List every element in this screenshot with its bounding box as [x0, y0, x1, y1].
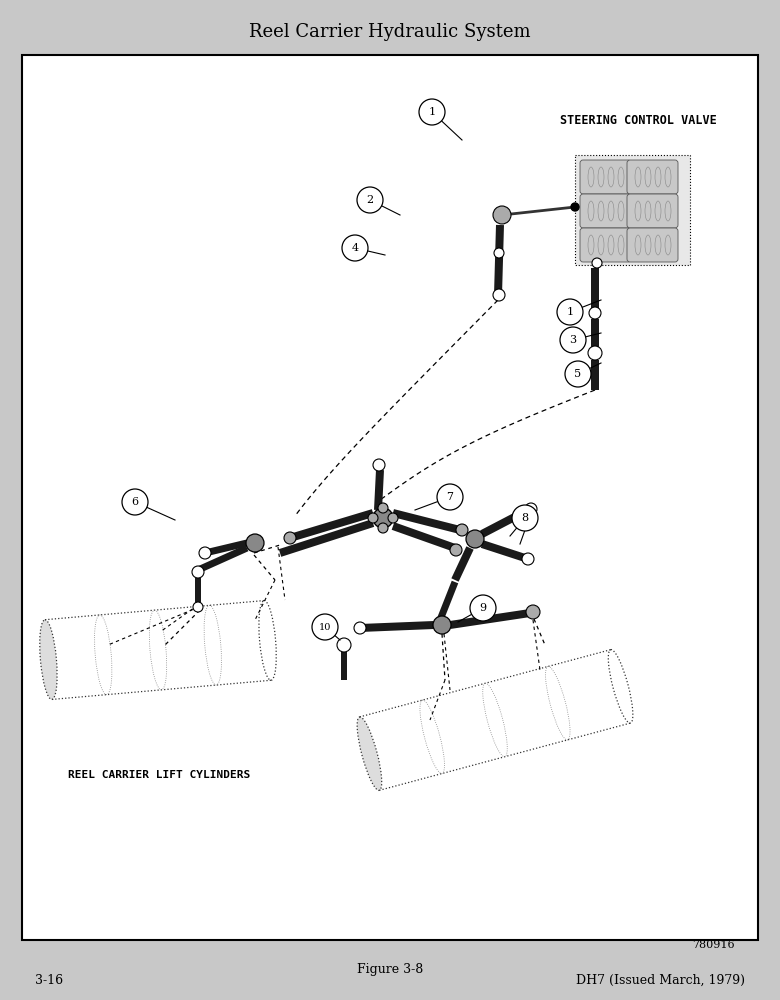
- Circle shape: [312, 614, 338, 640]
- Text: 6: 6: [132, 497, 139, 507]
- Text: 10: 10: [319, 622, 332, 632]
- FancyBboxPatch shape: [627, 160, 678, 194]
- Polygon shape: [480, 506, 530, 538]
- Circle shape: [192, 566, 204, 578]
- Circle shape: [337, 638, 351, 652]
- Text: 9: 9: [480, 603, 487, 613]
- Text: 5: 5: [574, 369, 582, 379]
- Circle shape: [437, 484, 463, 510]
- Polygon shape: [449, 609, 530, 629]
- Circle shape: [557, 299, 583, 325]
- Text: 7: 7: [446, 492, 453, 502]
- Circle shape: [433, 616, 451, 634]
- Circle shape: [193, 602, 203, 612]
- Polygon shape: [289, 509, 374, 542]
- Text: 2: 2: [367, 195, 374, 205]
- FancyBboxPatch shape: [580, 194, 631, 228]
- Polygon shape: [591, 319, 599, 350]
- Polygon shape: [591, 268, 599, 310]
- Circle shape: [199, 547, 211, 559]
- Circle shape: [450, 544, 462, 556]
- Circle shape: [588, 346, 602, 360]
- Circle shape: [512, 505, 538, 531]
- Polygon shape: [591, 360, 599, 390]
- Polygon shape: [392, 509, 461, 534]
- Text: 1: 1: [566, 307, 573, 317]
- Circle shape: [122, 489, 148, 515]
- Circle shape: [284, 532, 296, 544]
- Text: STEERING CONTROL VALVE: STEERING CONTROL VALVE: [559, 113, 716, 126]
- Circle shape: [494, 248, 504, 258]
- Polygon shape: [204, 540, 248, 556]
- Ellipse shape: [357, 717, 381, 790]
- Circle shape: [373, 459, 385, 471]
- Circle shape: [378, 503, 388, 513]
- Circle shape: [388, 513, 398, 523]
- Circle shape: [456, 524, 468, 536]
- Circle shape: [565, 361, 591, 387]
- Polygon shape: [452, 546, 473, 582]
- Circle shape: [354, 622, 366, 634]
- Circle shape: [522, 553, 534, 565]
- FancyBboxPatch shape: [580, 228, 631, 262]
- Text: Reel Carrier Hydraulic System: Reel Carrier Hydraulic System: [249, 23, 531, 41]
- Text: 4: 4: [352, 243, 359, 253]
- Polygon shape: [392, 522, 456, 552]
- Polygon shape: [360, 621, 434, 632]
- Text: 3-16: 3-16: [35, 974, 63, 986]
- Circle shape: [589, 307, 601, 319]
- Text: DH7 (Issued March, 1979): DH7 (Issued March, 1979): [576, 974, 745, 986]
- Circle shape: [525, 503, 537, 515]
- Polygon shape: [278, 519, 374, 557]
- Text: 1: 1: [428, 107, 435, 117]
- Circle shape: [493, 289, 505, 301]
- Circle shape: [357, 187, 383, 213]
- Text: 780916: 780916: [693, 940, 735, 950]
- Circle shape: [470, 595, 496, 621]
- Circle shape: [246, 534, 264, 552]
- Text: 8: 8: [522, 513, 529, 523]
- FancyBboxPatch shape: [627, 228, 678, 262]
- Circle shape: [526, 605, 540, 619]
- FancyBboxPatch shape: [627, 194, 678, 228]
- FancyBboxPatch shape: [580, 160, 631, 194]
- Circle shape: [342, 235, 368, 261]
- Bar: [22, 55, 758, 940]
- Circle shape: [493, 206, 511, 224]
- Polygon shape: [197, 545, 249, 573]
- Polygon shape: [437, 581, 459, 621]
- Circle shape: [368, 513, 378, 523]
- Text: Figure 3-8: Figure 3-8: [357, 964, 423, 976]
- Circle shape: [466, 530, 484, 548]
- Circle shape: [592, 258, 602, 268]
- Bar: [575, 155, 690, 265]
- Circle shape: [571, 203, 579, 211]
- Ellipse shape: [40, 620, 57, 699]
- Polygon shape: [195, 578, 201, 605]
- Circle shape: [560, 327, 586, 353]
- Circle shape: [419, 99, 445, 125]
- Polygon shape: [494, 225, 504, 295]
- Polygon shape: [374, 470, 384, 510]
- Polygon shape: [480, 540, 526, 562]
- Polygon shape: [341, 652, 347, 680]
- Text: 3: 3: [569, 335, 576, 345]
- Circle shape: [378, 523, 388, 533]
- Text: REEL CARRIER LIFT CYLINDERS: REEL CARRIER LIFT CYLINDERS: [68, 770, 250, 780]
- Circle shape: [373, 508, 393, 528]
